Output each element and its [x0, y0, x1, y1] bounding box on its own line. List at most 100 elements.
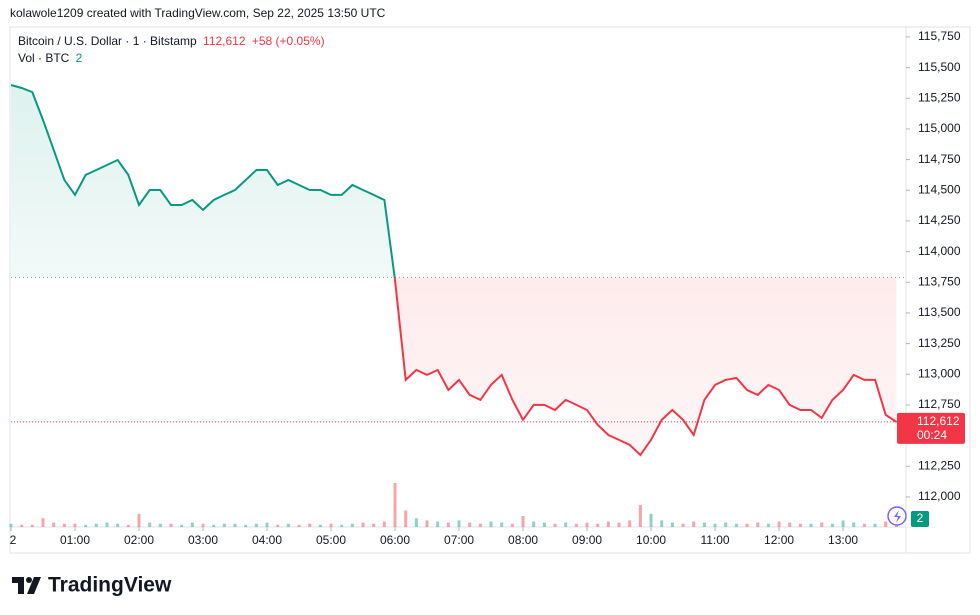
- volume-bar: [532, 521, 536, 527]
- y-tick-label: 113,750: [918, 274, 961, 288]
- brand: TradingView: [48, 574, 172, 597]
- volume-bar: [286, 523, 290, 527]
- volume-bar: [873, 523, 877, 527]
- volume-bar: [297, 524, 301, 527]
- volume-bar: [766, 523, 770, 527]
- volume-bar: [606, 521, 610, 527]
- volume-bar: [884, 521, 888, 527]
- x-tick-label: 13:00: [828, 533, 858, 547]
- y-tick-label: 112,250: [918, 458, 961, 472]
- y-tick-label: 114,000: [918, 244, 961, 258]
- volume-bar: [468, 522, 472, 527]
- volume-bar: [9, 523, 13, 527]
- volume-bar: [372, 523, 376, 527]
- volume-bar: [436, 521, 440, 527]
- volume-bar: [798, 523, 802, 527]
- volume-bar: [222, 523, 226, 527]
- y-tick-label: 114,250: [918, 213, 961, 227]
- header-price: 112,612: [203, 34, 246, 48]
- plot: [9, 84, 906, 527]
- volume-bar: [180, 524, 184, 527]
- baseline-area: [11, 85, 897, 455]
- x-tick-label: 11:00: [700, 533, 729, 547]
- volume-bar: [660, 520, 664, 527]
- last-price-box: [897, 412, 965, 444]
- volume-bar: [158, 523, 162, 527]
- volume-bar: [116, 523, 120, 527]
- volume-bar: [574, 523, 578, 527]
- volume-bar: [393, 483, 397, 527]
- symbol: Bitcoin / U.S. Dollar · 1 · Bitstamp: [18, 34, 197, 48]
- y-tick-label: 115,750: [918, 29, 961, 43]
- volume-bar: [894, 524, 898, 527]
- volume-bar: [169, 523, 173, 527]
- volume-bar: [457, 520, 461, 527]
- volume-bar: [233, 523, 237, 527]
- y-tick-label: 112,000: [918, 489, 961, 503]
- news-icon-bolt: [894, 510, 901, 523]
- last-price-label: 112,612: [917, 414, 960, 428]
- volume-bar: [84, 524, 88, 527]
- volume-bar: [852, 522, 856, 527]
- volume-bar: [820, 522, 824, 527]
- x-tick-label: 06:00: [380, 533, 410, 547]
- price-line: [10, 84, 897, 457]
- volume-bar: [553, 523, 557, 527]
- y-tick-label: 115,250: [918, 90, 961, 104]
- volume-bar: [542, 522, 546, 527]
- volume-bar: [190, 522, 194, 527]
- volume-bar: [105, 522, 109, 527]
- volume-bar: [500, 522, 504, 527]
- volume-bar: [212, 524, 216, 527]
- volume-bar: [510, 523, 514, 527]
- y-tick-label: 114,500: [918, 182, 961, 196]
- volume-bar: [841, 520, 845, 527]
- volume-bar: [788, 522, 792, 527]
- volume-bar: [617, 522, 621, 527]
- countdown: 00:24: [917, 428, 947, 442]
- x-tick-label: 04:00: [252, 533, 282, 547]
- volume-bar: [340, 524, 344, 527]
- volume-bar: [329, 523, 333, 527]
- volume-bar: [52, 522, 56, 527]
- volume-bar: [148, 522, 152, 527]
- x-tick-label: 08:00: [508, 533, 538, 547]
- y-tick-label: 115,000: [918, 121, 961, 135]
- volume-bar: [734, 523, 738, 527]
- volume-bar: [73, 523, 77, 527]
- volume-bar: [254, 523, 258, 527]
- volume-bar: [276, 524, 280, 527]
- y-tick-label: 115,500: [918, 60, 961, 74]
- x-tick-label: 02:00: [124, 533, 154, 547]
- volume-bar: [756, 522, 760, 527]
- y-tick-label: 113,500: [918, 305, 961, 319]
- x-tick-label: 05:00: [316, 533, 346, 547]
- volume-bar: [404, 510, 408, 527]
- volume-bar: [862, 523, 866, 527]
- x-tick-label: 12:00: [764, 533, 794, 547]
- y-tick-label: 113,250: [918, 336, 961, 350]
- volume-bar: [41, 518, 45, 527]
- volume-title: Vol · BTC: [18, 51, 70, 65]
- x-tick-label: 2: [10, 533, 17, 547]
- volume-bar: [414, 518, 418, 527]
- volume-bar: [724, 522, 728, 527]
- volume-bar: [638, 505, 642, 527]
- volume-bar: [521, 516, 525, 527]
- volume-bar: [809, 523, 813, 527]
- volume-bar: [361, 522, 365, 527]
- x-tick-label: 09:00: [572, 533, 602, 547]
- volume-bar: [137, 513, 141, 527]
- volume-bar: [649, 513, 653, 527]
- volume-bar: [446, 522, 450, 527]
- x-tick-label: 03:00: [188, 533, 218, 547]
- volume-bar: [350, 523, 354, 527]
- volume-bar: [201, 523, 205, 527]
- volume-bar: [830, 523, 834, 527]
- y-tick-label: 114,750: [918, 152, 961, 166]
- volume-value: 2: [76, 51, 83, 65]
- volume-bar: [382, 521, 386, 527]
- volume-badge-label: 2: [917, 511, 924, 525]
- volume-bar: [318, 524, 322, 527]
